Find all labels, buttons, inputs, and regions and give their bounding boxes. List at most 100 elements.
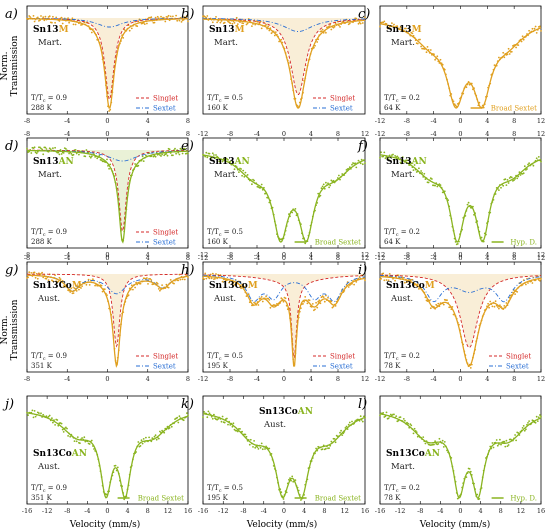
- panel-label: h): [181, 263, 194, 278]
- data-point: [176, 19, 179, 22]
- data-point: [395, 415, 398, 417]
- data-point: [31, 409, 34, 412]
- data-point: [282, 300, 285, 303]
- data-point: [318, 299, 321, 302]
- data-point: [385, 279, 388, 281]
- data-point: [211, 417, 214, 420]
- data-point: [534, 25, 537, 28]
- data-point: [436, 185, 439, 188]
- data-point: [28, 271, 31, 274]
- data-point: [322, 183, 325, 186]
- data-point: [233, 22, 236, 24]
- data-point: [379, 156, 381, 159]
- data-point: [446, 299, 448, 302]
- data-point: [431, 178, 433, 180]
- data-point: [404, 281, 406, 284]
- data-point: [338, 174, 340, 177]
- x-tick-label: 8: [512, 251, 516, 259]
- data-point: [280, 297, 283, 300]
- data-point: [314, 44, 316, 47]
- data-point: [308, 299, 311, 302]
- data-point: [232, 422, 235, 425]
- data-point: [338, 24, 340, 27]
- data-point: [40, 273, 42, 275]
- data-point: [233, 284, 236, 286]
- ratio-subscript: c: [43, 356, 46, 362]
- ratio-label: T/Tc = 0.2: [384, 352, 420, 362]
- legend-label: Broad Sextet: [491, 105, 537, 113]
- data-point: [164, 20, 167, 23]
- data-point: [211, 152, 214, 155]
- fit-curve: [202, 154, 366, 243]
- data-point: [498, 189, 500, 192]
- data-point: [52, 421, 54, 424]
- data-point: [359, 162, 362, 165]
- data-point: [175, 152, 178, 155]
- data-point: [409, 423, 412, 425]
- data-point: [480, 236, 483, 239]
- sample-prefix: Sn13Co: [259, 407, 298, 417]
- data-point: [456, 243, 459, 245]
- data-point: [506, 179, 509, 181]
- x-tick-label-top: 12: [537, 130, 545, 138]
- data-point: [70, 152, 73, 155]
- data-point: [33, 410, 36, 412]
- x-tick-label-top: -12: [375, 130, 385, 138]
- fit-curve: [202, 275, 366, 367]
- data-point: [267, 297, 270, 300]
- data-point: [206, 416, 209, 419]
- data-point: [33, 20, 36, 23]
- ratio-subscript: c: [219, 488, 222, 494]
- data-point: [100, 284, 103, 287]
- data-point: [306, 302, 309, 305]
- data-point: [241, 283, 244, 286]
- x-tick-label: 12: [164, 507, 172, 515]
- sextet-curve: [203, 18, 366, 32]
- x-tick-label: 16: [537, 507, 545, 515]
- data-point: [157, 17, 160, 20]
- ratio-text: T/T: [31, 94, 43, 102]
- data-point: [130, 284, 133, 287]
- data-point: [319, 302, 322, 305]
- data-point: [42, 153, 45, 156]
- data-point: [213, 154, 215, 156]
- data-point: [438, 437, 441, 440]
- data-point: [498, 56, 500, 59]
- x-tick-label-top: -8: [227, 130, 233, 138]
- data-point: [341, 434, 344, 436]
- data-point: [236, 430, 239, 433]
- data-point: [220, 20, 223, 22]
- data-point: [315, 447, 317, 450]
- data-point: [32, 416, 35, 419]
- data-point: [215, 273, 217, 275]
- data-point: [79, 442, 81, 445]
- sample-suffix: M: [248, 281, 258, 291]
- data-point: [537, 156, 540, 158]
- x-tick-label-top: 12: [361, 130, 369, 138]
- data-point: [521, 427, 524, 429]
- data-point: [387, 279, 390, 282]
- data-point: [429, 307, 432, 310]
- data-point: [108, 110, 110, 112]
- data-point: [323, 187, 326, 190]
- ratio-label: T/Tc = 0.9: [31, 352, 67, 362]
- panel-label: a): [5, 7, 18, 22]
- data-point: [505, 184, 508, 187]
- data-point: [216, 155, 219, 158]
- temperature-label: 195 K: [207, 494, 229, 502]
- data-point: [81, 285, 83, 287]
- ratio-subscript: c: [396, 488, 399, 494]
- x-tick-label: -12: [375, 117, 385, 125]
- data-point: [243, 286, 246, 288]
- data-point: [468, 468, 471, 470]
- data-point: [179, 278, 182, 281]
- data-point: [358, 21, 361, 24]
- ratio-label: T/Tc = 0.5: [207, 352, 243, 362]
- x-tick-label: -8: [24, 375, 30, 383]
- x-tick-label: 4: [309, 251, 313, 259]
- data-point: [56, 419, 59, 421]
- singlet-curve: [27, 273, 188, 348]
- sextet-curve: [27, 17, 188, 28]
- data-point: [413, 164, 416, 166]
- data-point: [404, 419, 406, 422]
